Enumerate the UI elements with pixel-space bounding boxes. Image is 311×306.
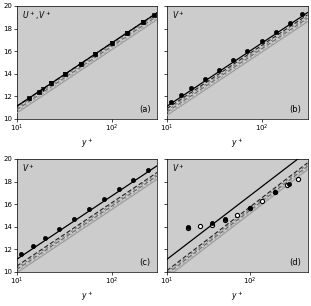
X-axis label: $y^+$: $y^+$ (231, 289, 243, 303)
Text: (b): (b) (289, 106, 301, 114)
Text: $V^+$: $V^+$ (173, 9, 185, 21)
X-axis label: $y^+$: $y^+$ (81, 136, 93, 150)
X-axis label: $y^+$: $y^+$ (231, 136, 243, 150)
Text: (a): (a) (139, 106, 151, 114)
Text: $V^+$: $V^+$ (173, 162, 185, 174)
Text: $V^+$: $V^+$ (22, 162, 35, 174)
X-axis label: $y^+$: $y^+$ (81, 289, 93, 303)
Text: (c): (c) (139, 259, 150, 267)
Text: (d): (d) (289, 259, 301, 267)
Text: $U^+, V^+$: $U^+, V^+$ (22, 9, 52, 22)
